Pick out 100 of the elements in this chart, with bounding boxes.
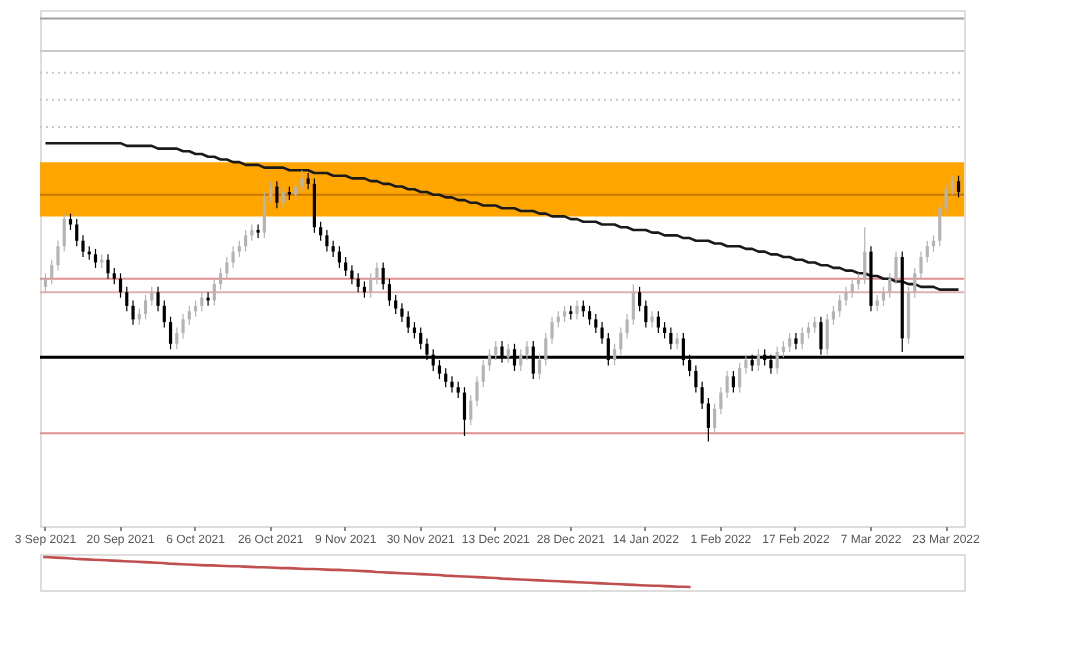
candlestick (450, 375, 454, 394)
candlestick (312, 177, 316, 234)
candlestick (913, 267, 917, 299)
candlestick (400, 302, 404, 323)
candlestick (587, 305, 592, 326)
candlestick (950, 175, 954, 196)
candlestick (637, 286, 642, 312)
candlestick (894, 251, 898, 285)
candlestick (506, 343, 510, 364)
candlestick (738, 362, 742, 394)
candlestick (462, 386, 467, 437)
candlestick (612, 343, 617, 367)
candlestick (925, 240, 929, 264)
candlestick (231, 245, 235, 269)
candlestick (256, 223, 260, 239)
candlestick (537, 354, 542, 380)
candlestick (181, 313, 185, 339)
candlestick (131, 299, 135, 326)
candlestick (956, 175, 961, 198)
candlestick (106, 253, 110, 280)
candlestick (200, 291, 204, 312)
candlestick (325, 229, 329, 253)
candlestick (731, 370, 735, 394)
candlestick (243, 229, 248, 253)
candlestick (844, 286, 848, 307)
candlestick (650, 310, 654, 329)
candlestick (419, 326, 423, 350)
candlestick (700, 381, 704, 410)
candlestick (369, 272, 373, 299)
candlestick (919, 251, 923, 280)
candlestick (675, 332, 679, 350)
candlestick (619, 326, 623, 356)
candlestick (218, 267, 223, 291)
candlestick (319, 221, 323, 242)
candlestick (494, 340, 498, 361)
candlestick (544, 332, 548, 367)
candlestick (469, 394, 473, 426)
candlestick (406, 310, 410, 334)
candlestick (350, 264, 354, 285)
candlestick (706, 397, 710, 443)
candlestick (81, 234, 85, 258)
candlestick (156, 286, 160, 312)
candlestick (93, 248, 98, 269)
candlestick (43, 272, 48, 293)
candlestick (694, 364, 698, 394)
candlestick (863, 226, 867, 285)
candlestick (168, 316, 173, 350)
candlestick (600, 321, 604, 345)
candlestick (525, 340, 529, 361)
candlestick (281, 185, 285, 209)
candlestick (56, 240, 60, 272)
candlestick (475, 375, 479, 407)
candlestick (387, 278, 392, 307)
candlestick (831, 305, 836, 326)
candlestick (906, 286, 911, 345)
candlestick (938, 202, 942, 247)
candlestick (744, 354, 748, 375)
candlestick (187, 305, 191, 326)
candlestick (850, 278, 854, 299)
candlestick (381, 261, 385, 291)
candlestick (794, 332, 798, 350)
candlestick (838, 294, 842, 318)
candlestick (825, 313, 829, 356)
candlestick (394, 294, 398, 315)
candlestick (775, 345, 779, 375)
candlestick (262, 191, 266, 239)
candlestick (331, 240, 335, 258)
candlestick (788, 332, 792, 353)
candlestick (719, 386, 723, 415)
candlestick (644, 299, 648, 329)
candlestick (444, 367, 448, 388)
candlestick (212, 278, 216, 307)
candlestick (50, 259, 54, 285)
candlestick (375, 261, 379, 285)
candlestick (944, 183, 948, 215)
candlestick (62, 213, 66, 253)
candlestick (594, 313, 598, 334)
candlestick (150, 286, 154, 307)
candlestick (713, 402, 717, 434)
candlestick (300, 169, 304, 193)
candlestick (225, 256, 229, 280)
candlestick (725, 370, 729, 399)
candlestick (800, 326, 804, 350)
candlestick (275, 180, 279, 209)
candlestick (143, 294, 148, 320)
candlestick (356, 272, 360, 293)
candlestick (75, 218, 79, 247)
candlestick (656, 310, 660, 334)
candlestick (881, 286, 886, 307)
candlestick (125, 286, 129, 312)
candlestick (118, 272, 123, 299)
candlestick (306, 172, 310, 190)
candlestick (162, 299, 166, 329)
candlestick (481, 359, 485, 388)
candlestick (550, 316, 554, 345)
candlestick (625, 313, 629, 339)
candlestick (175, 326, 179, 350)
candlestick (344, 256, 348, 277)
candlestick (294, 180, 298, 201)
candlestick (575, 299, 579, 320)
